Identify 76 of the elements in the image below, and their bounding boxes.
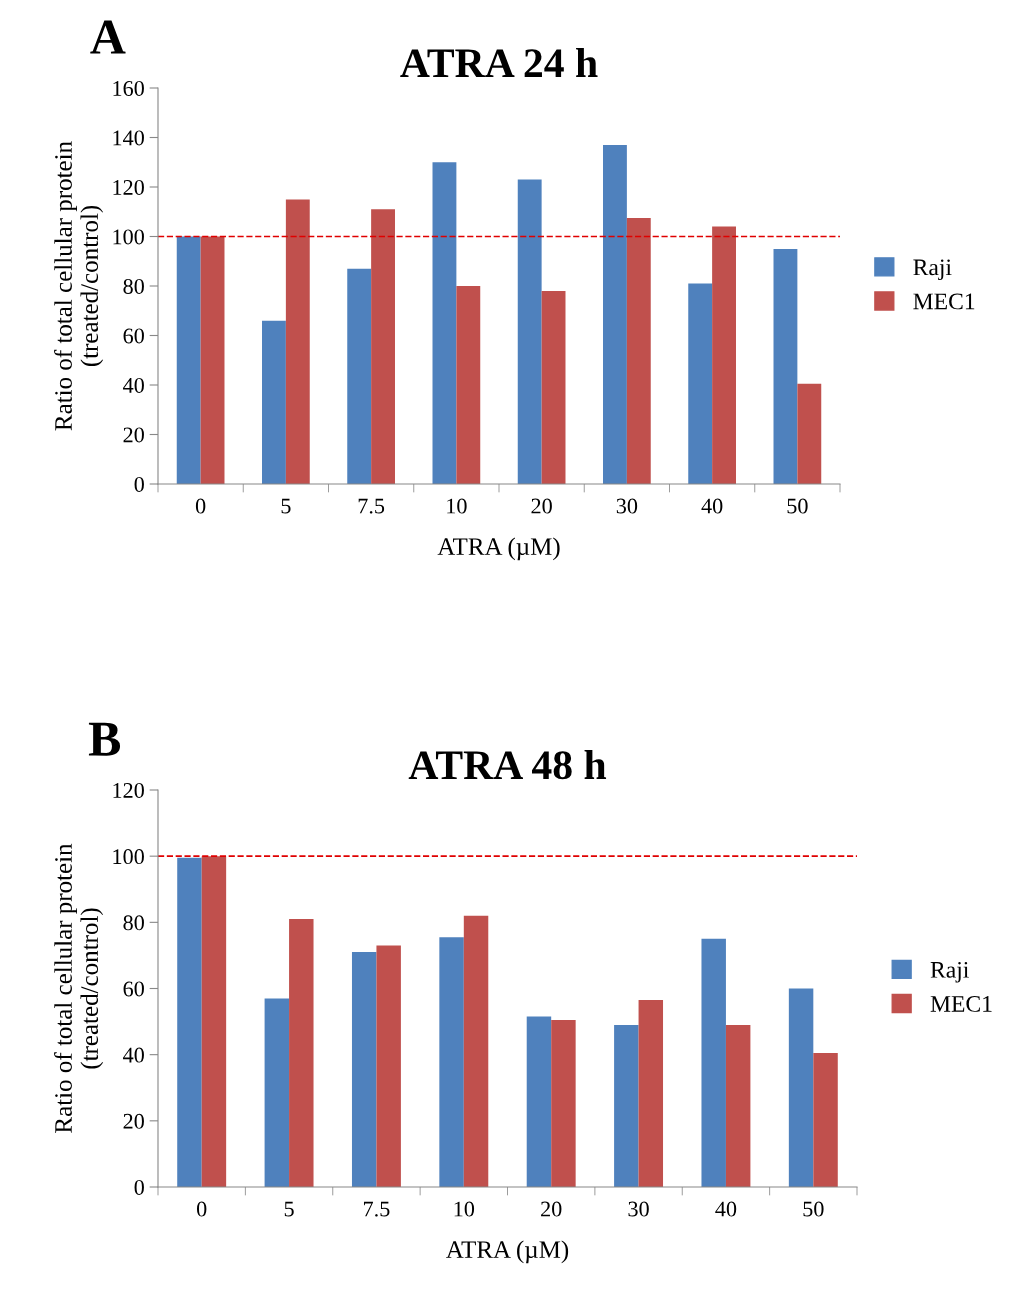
x-tick-label: 5 [284,1201,294,1217]
bar [371,209,395,484]
y-tick-label: 0 [134,476,144,492]
text: A [90,20,126,54]
y-tick-label: 20 [123,427,144,443]
bar [177,857,202,1187]
bar [701,938,726,1187]
y-axis-title: Ratio of total cellular protein (treated/control) [54,141,104,431]
bar [797,383,822,484]
x-tick-label: 20 [531,498,552,514]
x-tick-label: 50 [787,498,808,514]
bar [456,286,481,484]
x-tick-label: 40 [701,498,723,514]
chart-title: ATRA 48 h [408,749,607,780]
bar [285,199,310,484]
bar [626,217,651,484]
y-tick-label: 80 [123,915,144,931]
bar [813,1053,838,1187]
y-tick-label: 40 [123,377,144,393]
bar [541,290,566,484]
legend-label: MEC1 [930,996,992,1012]
bar [351,952,377,1187]
bar [264,998,290,1187]
bar [725,1024,751,1187]
chart-title: ATRA 24 h [400,47,598,77]
x-tick-label: 50 [803,1201,824,1217]
y-tick-label: 20 [123,1113,144,1129]
y-tick-label: 100 [113,229,144,245]
bar [614,1024,639,1187]
y-tick-label: 0 [134,1179,144,1195]
bar [463,915,489,1187]
y-tick-label: 60 [123,981,144,997]
bar [551,1019,576,1187]
bar [439,937,464,1187]
x-tick-label: 40 [715,1201,737,1217]
legend-label: Raji [913,259,952,281]
bar [517,179,542,484]
legend-label: Raji [930,961,969,983]
bar [262,320,286,484]
y-tick-label: 40 [123,1047,144,1063]
x-tick-label: 10 [447,498,467,514]
legend-label: MEC1 [913,293,975,310]
x-tick-label: 10 [454,1201,475,1217]
y-tick-label: 60 [123,328,144,344]
y-tick-label: 140 [113,130,144,146]
bar [432,162,457,484]
bar [347,268,372,484]
x-tick-label: 30 [616,498,638,514]
x-tick-label: 5 [281,498,291,514]
bar [712,226,736,484]
y-tick-label: 120 [113,179,144,195]
bar [603,144,627,484]
y-tick-label: 80 [123,278,144,294]
bar [526,1016,552,1187]
bar [289,919,314,1187]
x-tick-label: 0 [195,498,206,514]
y-axis-title: Ratio of total cellular protein (treated/control) [54,843,104,1133]
bar [176,236,201,484]
bar [376,945,401,1187]
bar [688,283,713,484]
bar [200,236,225,484]
x-tick-label: 30 [628,1201,649,1217]
x-tick-label: 7.5 [358,498,385,514]
bar [788,988,814,1187]
y-tick-label: 100 [113,849,144,865]
y-tick-label: 160 [113,80,144,96]
y-tick-label: 120 [113,782,144,798]
bar [201,856,227,1187]
x-axis-title: ATRA (µM) [437,537,560,561]
x-tick-label: 7.5 [364,1201,390,1217]
x-axis-title: ATRA (µM) [446,1240,569,1264]
x-tick-label: 0 [196,1201,207,1217]
text: B [88,722,121,756]
bar [638,1000,664,1187]
x-tick-label: 20 [541,1201,562,1217]
bar [773,248,798,484]
